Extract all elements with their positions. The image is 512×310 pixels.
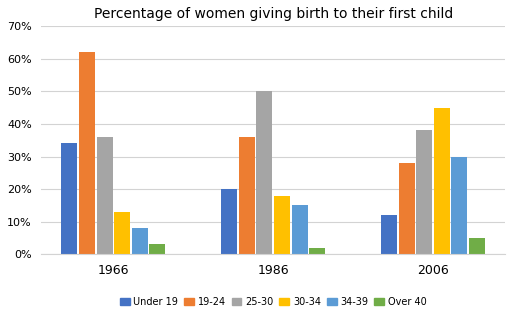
Bar xyxy=(150,244,165,254)
Bar xyxy=(381,215,397,254)
Bar xyxy=(97,137,113,254)
Legend: Under 19, 19-24, 25-30, 30-34, 34-39, Over 40: Under 19, 19-24, 25-30, 30-34, 34-39, Ov… xyxy=(116,293,431,310)
Bar xyxy=(416,131,432,254)
Bar xyxy=(274,196,290,254)
Bar xyxy=(114,212,130,254)
Bar xyxy=(399,163,415,254)
Title: Percentage of women giving birth to their first child: Percentage of women giving birth to thei… xyxy=(94,7,453,21)
Bar xyxy=(309,248,325,254)
Bar xyxy=(239,137,255,254)
Bar xyxy=(292,205,308,254)
Bar xyxy=(221,189,237,254)
Bar xyxy=(434,108,450,254)
Bar xyxy=(452,157,467,254)
Bar xyxy=(79,52,95,254)
Bar xyxy=(469,238,485,254)
Bar xyxy=(257,91,272,254)
Bar xyxy=(61,144,77,254)
Bar xyxy=(132,228,148,254)
